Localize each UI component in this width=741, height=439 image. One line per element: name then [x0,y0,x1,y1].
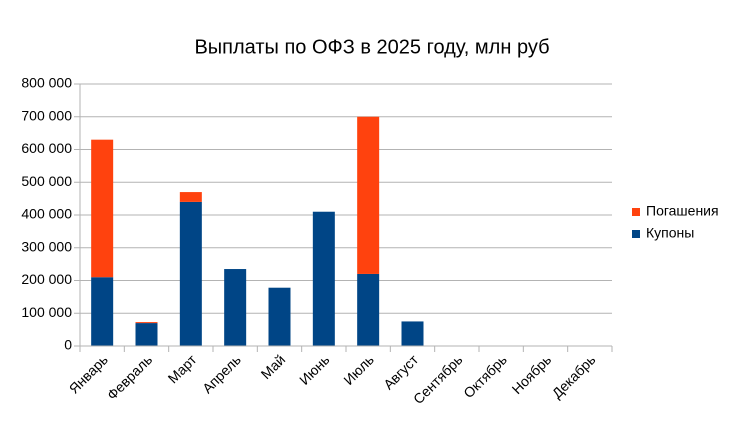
bar-segment [179,192,202,202]
bar-segment [357,273,380,346]
y-tick-label: 100 000 [21,304,72,320]
bar-segment [135,323,158,346]
legend-swatch [632,208,640,216]
bar-segment [224,269,247,346]
bar-segment [312,211,335,346]
bar-segment [91,277,114,346]
legend-swatch [632,230,640,238]
legend-label: Купоны [646,225,694,241]
chart-title: Выплаты по ОФЗ в 2025 году, млн руб [194,36,549,58]
y-tick-label: 300 000 [21,238,72,254]
y-tick-label: 700 000 [21,107,72,123]
y-tick-label: 500 000 [21,173,72,189]
y-tick-label: 200 000 [21,271,72,287]
bar-segment [268,287,291,346]
bar-segment [357,116,380,274]
bar-segment [91,139,114,278]
bar-segment [179,201,202,346]
legend-label: Погашения [646,203,719,219]
y-tick-label: 800 000 [21,75,72,91]
y-tick-label: 600 000 [21,140,72,156]
bar-segment [401,321,424,346]
y-tick-label: 0 [64,337,72,353]
bar-segment [135,322,158,324]
y-tick-label: 400 000 [21,206,72,222]
